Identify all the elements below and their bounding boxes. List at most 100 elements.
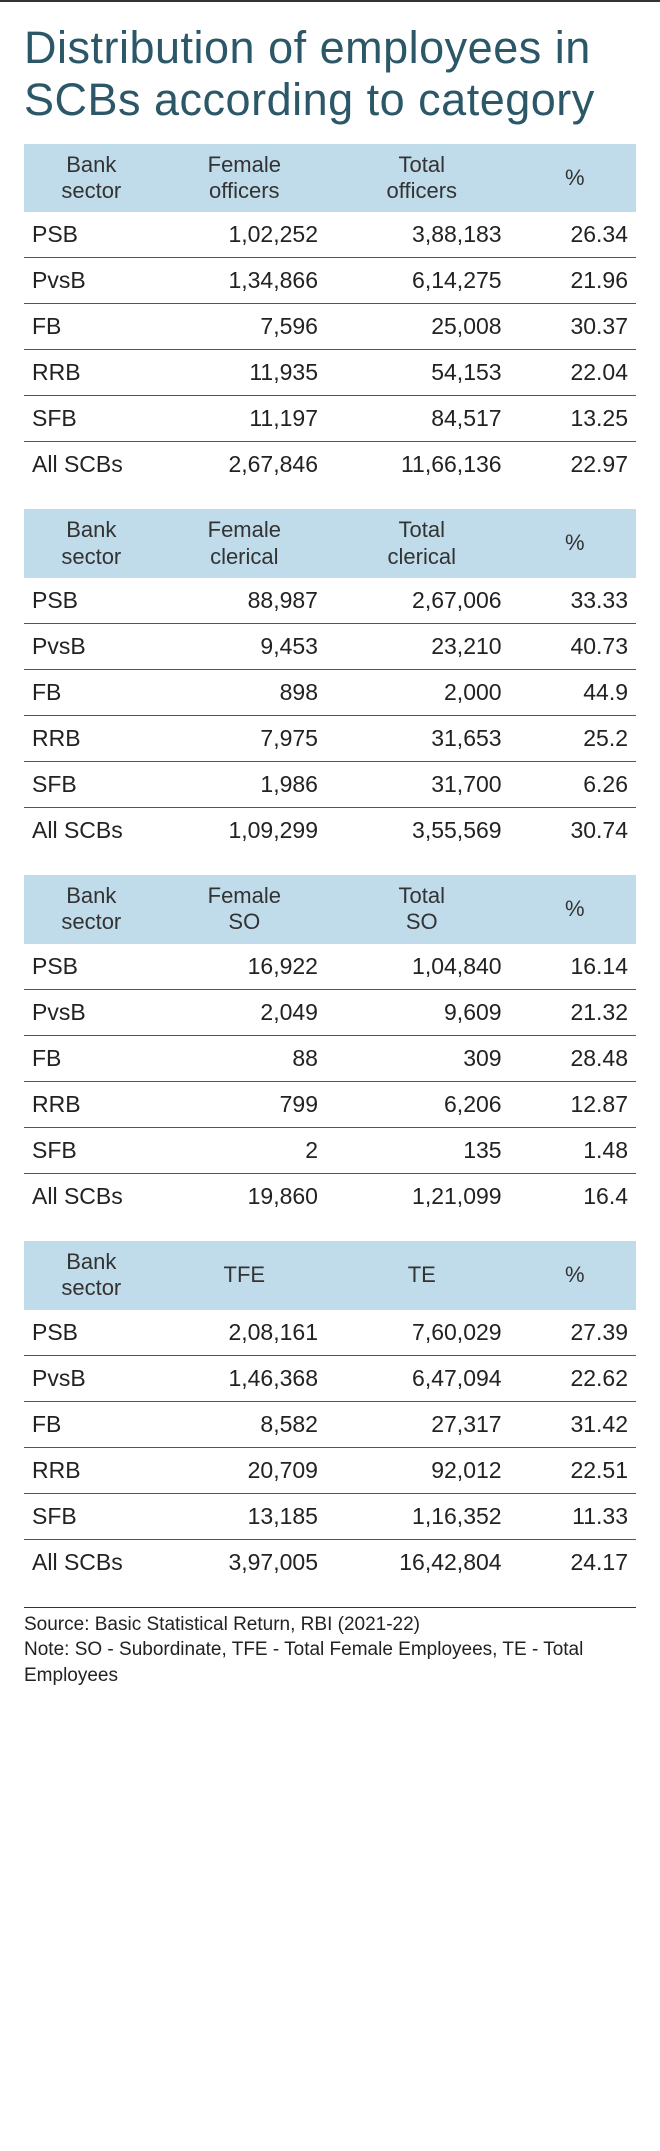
table-row: PvsB9,45323,21040.73 [24, 624, 636, 670]
tables-container: BanksectorFemaleofficersTotalofficers%PS… [24, 144, 636, 1585]
value-cell: 11.33 [514, 1493, 636, 1539]
sector-cell: All SCBs [24, 442, 159, 488]
sector-cell: RRB [24, 350, 159, 396]
value-cell: 1,02,252 [159, 212, 330, 258]
sector-cell: FB [24, 304, 159, 350]
value-cell: 309 [330, 1035, 514, 1081]
column-header: % [514, 875, 636, 944]
sector-cell: PvsB [24, 989, 159, 1035]
value-cell: 31.42 [514, 1401, 636, 1447]
column-header: Femaleofficers [159, 144, 330, 213]
sector-cell: FB [24, 1401, 159, 1447]
table-row: All SCBs1,09,2993,55,56930.74 [24, 808, 636, 854]
column-header: % [514, 509, 636, 578]
sector-cell: SFB [24, 1127, 159, 1173]
value-cell: 2,67,006 [330, 578, 514, 624]
value-cell: 11,197 [159, 396, 330, 442]
table-row: RRB20,70992,01222.51 [24, 1447, 636, 1493]
value-cell: 7,60,029 [330, 1310, 514, 1356]
sector-cell: PvsB [24, 624, 159, 670]
column-header: Banksector [24, 509, 159, 578]
value-cell: 21.32 [514, 989, 636, 1035]
table-row: SFB13,1851,16,35211.33 [24, 1493, 636, 1539]
value-cell: 6,206 [330, 1081, 514, 1127]
note-line: Note: SO - Subordinate, TFE - Total Fema… [24, 1637, 636, 1688]
value-cell: 6.26 [514, 762, 636, 808]
column-header: Femaleclerical [159, 509, 330, 578]
source-line: Source: Basic Statistical Return, RBI (2… [24, 1612, 636, 1638]
value-cell: 44.9 [514, 670, 636, 716]
column-header: TotalSO [330, 875, 514, 944]
sector-cell: PSB [24, 212, 159, 258]
table-row: PSB88,9872,67,00633.33 [24, 578, 636, 624]
value-cell: 799 [159, 1081, 330, 1127]
value-cell: 22.62 [514, 1355, 636, 1401]
value-cell: 22.51 [514, 1447, 636, 1493]
table-row: RRB7996,20612.87 [24, 1081, 636, 1127]
value-cell: 7,975 [159, 716, 330, 762]
sector-cell: All SCBs [24, 808, 159, 854]
value-cell: 16.4 [514, 1173, 636, 1219]
value-cell: 31,700 [330, 762, 514, 808]
column-header: % [514, 1241, 636, 1310]
page-title: Distribution of employees in SCBs accord… [24, 22, 636, 126]
value-cell: 24.17 [514, 1539, 636, 1585]
value-cell: 40.73 [514, 624, 636, 670]
value-cell: 27,317 [330, 1401, 514, 1447]
table-row: All SCBs19,8601,21,09916.4 [24, 1173, 636, 1219]
value-cell: 3,88,183 [330, 212, 514, 258]
value-cell: 8,582 [159, 1401, 330, 1447]
value-cell: 2,049 [159, 989, 330, 1035]
column-header: TE [330, 1241, 514, 1310]
value-cell: 33.33 [514, 578, 636, 624]
value-cell: 88,987 [159, 578, 330, 624]
value-cell: 31,653 [330, 716, 514, 762]
value-cell: 3,55,569 [330, 808, 514, 854]
value-cell: 898 [159, 670, 330, 716]
value-cell: 7,596 [159, 304, 330, 350]
data-table-2: BanksectorFemaleSOTotalSO%PSB16,9221,04,… [24, 875, 636, 1219]
value-cell: 30.74 [514, 808, 636, 854]
value-cell: 6,47,094 [330, 1355, 514, 1401]
column-header: Totalofficers [330, 144, 514, 213]
table-row: PvsB1,34,8666,14,27521.96 [24, 258, 636, 304]
value-cell: 2,000 [330, 670, 514, 716]
value-cell: 25.2 [514, 716, 636, 762]
value-cell: 27.39 [514, 1310, 636, 1356]
data-table-1: BanksectorFemaleclericalTotalclerical%PS… [24, 509, 636, 853]
value-cell: 1,09,299 [159, 808, 330, 854]
value-cell: 2 [159, 1127, 330, 1173]
value-cell: 22.04 [514, 350, 636, 396]
data-table-3: BanksectorTFETE%PSB2,08,1617,60,02927.39… [24, 1241, 636, 1585]
column-header: Banksector [24, 144, 159, 213]
column-header: TFE [159, 1241, 330, 1310]
table-row: FB8830928.48 [24, 1035, 636, 1081]
sector-cell: PSB [24, 1310, 159, 1356]
value-cell: 84,517 [330, 396, 514, 442]
value-cell: 20,709 [159, 1447, 330, 1493]
value-cell: 22.97 [514, 442, 636, 488]
value-cell: 12.87 [514, 1081, 636, 1127]
table-row: All SCBs3,97,00516,42,80424.17 [24, 1539, 636, 1585]
table-row: PSB16,9221,04,84016.14 [24, 944, 636, 990]
sector-cell: FB [24, 670, 159, 716]
table-row: PSB2,08,1617,60,02927.39 [24, 1310, 636, 1356]
value-cell: 16,42,804 [330, 1539, 514, 1585]
value-cell: 2,08,161 [159, 1310, 330, 1356]
value-cell: 16,922 [159, 944, 330, 990]
value-cell: 3,97,005 [159, 1539, 330, 1585]
value-cell: 135 [330, 1127, 514, 1173]
table-row: RRB11,93554,15322.04 [24, 350, 636, 396]
sector-cell: SFB [24, 762, 159, 808]
sector-cell: RRB [24, 716, 159, 762]
table-row: FB8982,00044.9 [24, 670, 636, 716]
value-cell: 9,609 [330, 989, 514, 1035]
table-row: FB8,58227,31731.42 [24, 1401, 636, 1447]
value-cell: 25,008 [330, 304, 514, 350]
value-cell: 28.48 [514, 1035, 636, 1081]
value-cell: 13.25 [514, 396, 636, 442]
table-row: SFB11,19784,51713.25 [24, 396, 636, 442]
table-row: RRB7,97531,65325.2 [24, 716, 636, 762]
sector-cell: All SCBs [24, 1539, 159, 1585]
value-cell: 26.34 [514, 212, 636, 258]
